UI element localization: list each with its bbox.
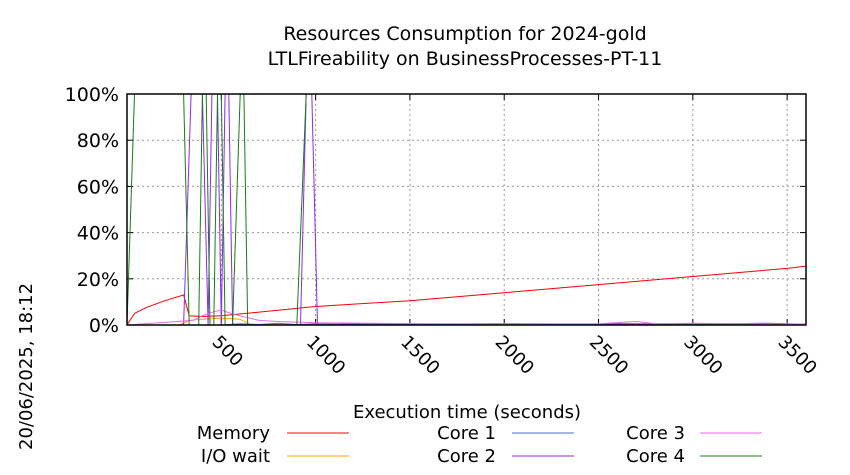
x-tick-label: 2500 [585, 332, 632, 379]
timestamp-label: 20/06/2025, 18:12 [16, 283, 37, 450]
series-line-core-3 [127, 309, 806, 325]
x-tick-label: 3500 [774, 332, 821, 379]
y-tick-label: 40% [77, 223, 119, 245]
plot-frame [126, 93, 807, 326]
legend-label: I/O wait [201, 446, 270, 467]
y-tick-label: 80% [77, 130, 119, 152]
x-tick-label: 2000 [491, 332, 538, 379]
chart-subtitle: LTLFireability on BusinessProcesses-PT-1… [268, 48, 663, 70]
y-axis-ticks: 0% 20% 40% 60% 80% 100% [65, 84, 806, 337]
y-tick-label: 0% [89, 315, 119, 337]
legend-label: Core 2 [437, 446, 496, 467]
chart-title: Resources Consumption for 2024-gold [283, 23, 646, 45]
y-tick-label: 100% [65, 84, 119, 106]
legend-label: Memory [197, 423, 271, 444]
series-line-core-4 [127, 94, 806, 325]
legend-label: Core 4 [626, 446, 685, 467]
y-tick-label: 20% [77, 269, 119, 291]
series-lines [127, 94, 806, 325]
series-line-memory [127, 265, 806, 325]
x-tick-label: 3000 [679, 332, 726, 379]
x-tick-label: 1000 [302, 332, 349, 379]
x-tick-label: 500 [208, 332, 247, 371]
series-line-core-2 [127, 94, 806, 325]
x-tick-label: 1500 [396, 332, 443, 379]
legend-label: Core 1 [437, 423, 496, 444]
grid-lines [127, 94, 806, 325]
x-axis-label: Execution time (seconds) [353, 402, 581, 423]
y-tick-label: 60% [77, 176, 119, 198]
x-axis-ticks: 500 1000 1500 2000 2500 3000 3500 [208, 94, 821, 379]
legend-label: Core 3 [626, 423, 685, 444]
